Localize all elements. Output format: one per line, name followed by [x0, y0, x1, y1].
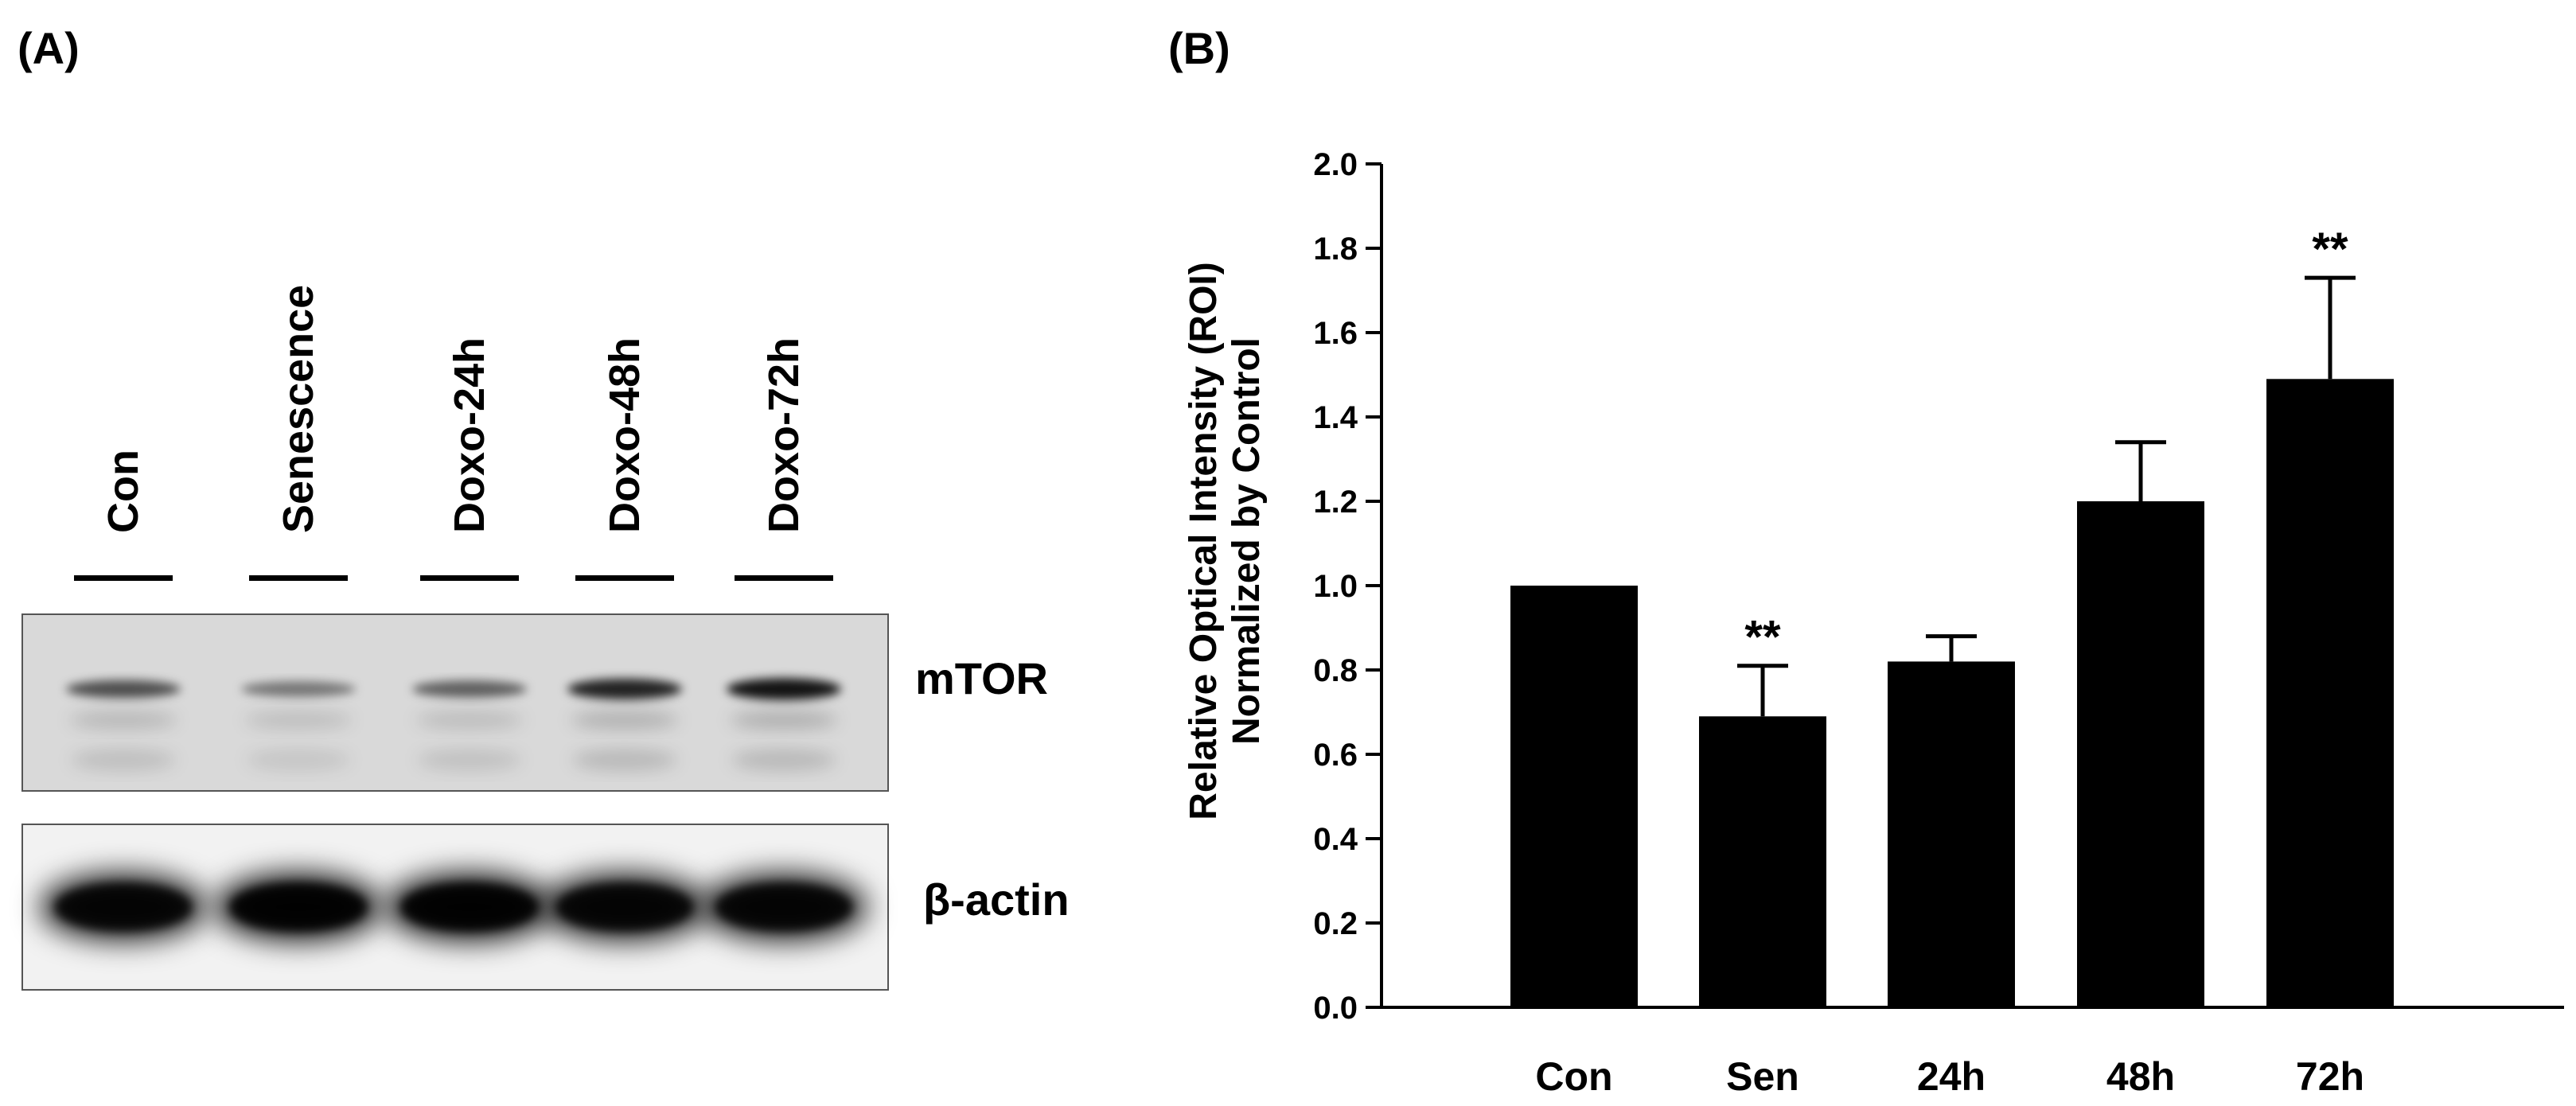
- x-category-label: 48h: [2106, 1054, 2175, 1099]
- actin-band: [701, 874, 867, 940]
- lane-label: Doxo-48h: [601, 337, 649, 533]
- y-tick-label: 1.6: [1313, 316, 1358, 351]
- actin-band: [41, 874, 206, 940]
- lane-bar: [249, 575, 348, 581]
- y-axis-title-line1: Relative Optical Intensity (ROI): [1183, 262, 1225, 820]
- y-axis-title-line2: Normalized by Control: [1226, 337, 1268, 745]
- lane-label: Doxo-72h: [760, 337, 808, 533]
- lane-bar: [735, 575, 833, 581]
- bar-chart-panel: (B) Relative Optical Intensity (ROI) Nor…: [1168, 23, 2564, 1099]
- lane-label: Senescence: [275, 285, 322, 533]
- y-tick-label: 1.2: [1313, 485, 1358, 520]
- bar: [1888, 661, 2015, 1007]
- y-tick-label: 1.8: [1313, 232, 1358, 267]
- y-tick-label: 1.4: [1313, 400, 1358, 435]
- actin-bands: [41, 874, 867, 940]
- bar: [2266, 379, 2394, 1007]
- lane-label: Con: [99, 450, 147, 533]
- mtor-band: [567, 678, 682, 771]
- x-category-label: 72h: [2296, 1054, 2364, 1099]
- mtor-band: [727, 678, 841, 771]
- lane-bar: [575, 575, 674, 581]
- actin-band: [542, 874, 707, 940]
- actin-band: [387, 874, 552, 940]
- actin-band: [216, 874, 381, 940]
- mtor-band: [241, 681, 356, 771]
- mtor-label: mTOR: [915, 653, 1048, 703]
- significance-marker: **: [2312, 224, 2348, 275]
- lane-bar: [74, 575, 173, 581]
- panel-a-label: (A): [18, 23, 80, 73]
- lane-labels: Con Senescence Doxo-24h Doxo-48h Doxo-72h: [99, 285, 808, 533]
- x-category-label: Con: [1535, 1054, 1612, 1099]
- lane-separator-bars: [74, 575, 833, 581]
- mtor-band: [412, 680, 527, 771]
- panel-b-label: (B): [1168, 23, 1230, 73]
- mtor-band: [66, 680, 181, 771]
- y-tick-label: 0.2: [1313, 906, 1358, 941]
- bar: [1510, 586, 1638, 1007]
- y-axis-title: Relative Optical Intensity (ROI) Normali…: [1183, 262, 1268, 820]
- y-tick-label: 0.4: [1313, 822, 1358, 857]
- significance-marker: **: [1744, 612, 1781, 664]
- lane-bar: [420, 575, 519, 581]
- lane-label: Doxo-24h: [446, 337, 493, 533]
- bar: [1699, 716, 1826, 1007]
- actin-label: β-actin: [923, 874, 1070, 925]
- mtor-bands: [66, 678, 841, 771]
- y-tick-label: 1.0: [1313, 569, 1358, 604]
- y-tick-label: 0.0: [1313, 991, 1358, 1026]
- x-category-label: Sen: [1726, 1054, 1799, 1099]
- x-category-label: 24h: [1917, 1054, 1986, 1099]
- western-blot-panel: (A) Con Senescence Doxo-24h Doxo-48h Doxo-72…: [18, 23, 1070, 991]
- y-tick-label: 0.8: [1313, 653, 1358, 688]
- plot-area: 0.0 0.2 0.4 0.6 0.8 1.0 1.2 1.4 1.6 1.8 2.0 Con ** Se…: [1313, 147, 2564, 1099]
- y-tick-label: 0.6: [1313, 738, 1358, 773]
- bar: [2077, 501, 2204, 1007]
- y-tick-label: 2.0: [1313, 147, 1358, 182]
